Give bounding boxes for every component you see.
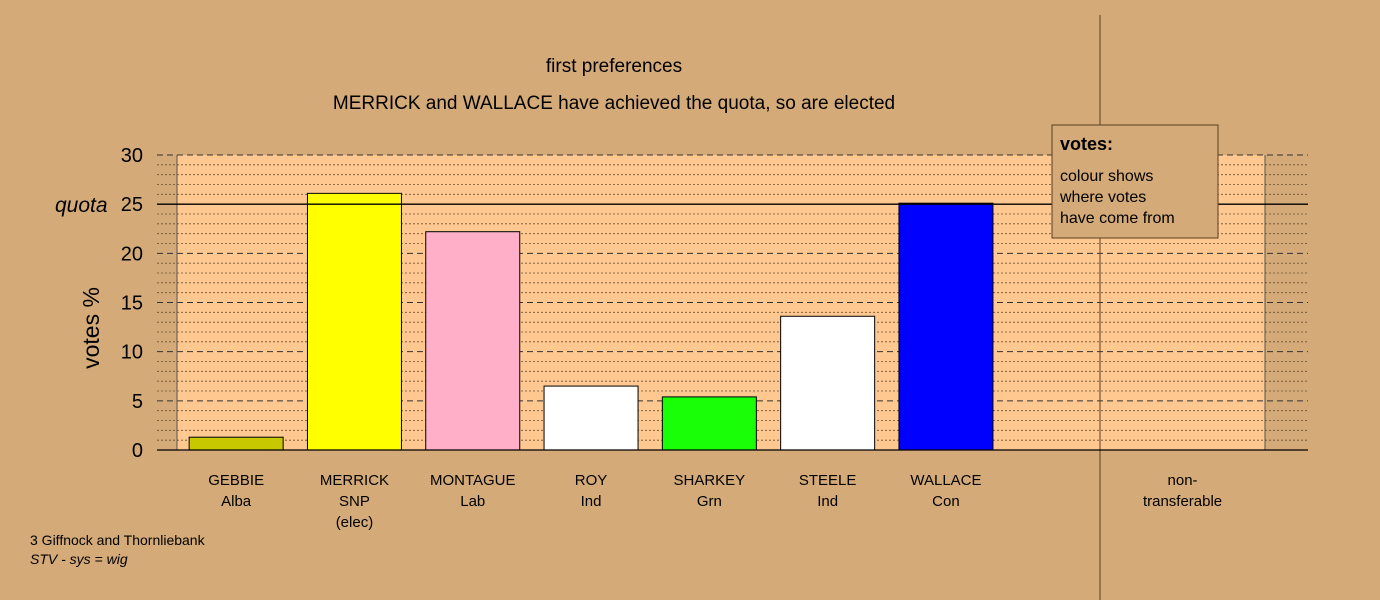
x-tick-label: SNP (339, 493, 370, 510)
footer-system: STV - sys = wig (30, 551, 128, 567)
chart-subtitle: MERRICK and WALLACE have achieved the qu… (333, 93, 895, 114)
x-tick-label: WALLACE (910, 472, 981, 489)
legend-box: votes: colour shows where votes have com… (1051, 124, 1219, 239)
legend-title: votes: (1060, 134, 1113, 154)
bar-gebbie (188, 436, 284, 451)
legend-line: colour shows (1060, 168, 1153, 185)
x-tick-label: Lab (460, 493, 485, 510)
y-tick-label: 20 (121, 243, 143, 265)
x-tick-label: non- (1168, 472, 1198, 489)
chart-title: first preferences (546, 56, 682, 77)
quota-label: quota (55, 194, 108, 217)
x-tick-label: SHARKEY (673, 472, 745, 489)
y-axis-ticks: 0 5 10 15 20 25 30 (121, 145, 143, 462)
y-axis-label: votes % (78, 287, 104, 369)
y-tick-label: 30 (121, 145, 143, 167)
y-tick-label: 15 (121, 293, 143, 315)
legend-line: where votes (1059, 189, 1146, 206)
x-tick-label: transferable (1143, 493, 1222, 510)
bar-montague (425, 231, 521, 451)
bar-sharkey (661, 396, 757, 451)
x-tick-label: Ind (581, 493, 602, 510)
footer-ward: 3 Giffnock and Thornliebank (30, 532, 206, 548)
legend-line: have come from (1060, 210, 1175, 227)
bar-wallace (898, 202, 994, 451)
x-tick-label: (elec) (336, 514, 374, 531)
x-tick-label: ROY (575, 472, 608, 489)
bars (188, 192, 994, 451)
x-tick-label: STEELE (799, 472, 857, 489)
x-tick-label: Ind (817, 493, 838, 510)
bar-merrick (306, 192, 402, 451)
x-tick-label: Alba (221, 493, 252, 510)
y-tick-label: 10 (121, 342, 143, 364)
bar-roy (543, 385, 639, 451)
y-tick-label: 25 (121, 194, 143, 216)
x-axis-labels: GEBBIE Alba MERRICK SNP (elec) MONTAGUE Lab ROY… (208, 472, 1222, 531)
x-tick-label: MONTAGUE (430, 472, 516, 489)
y-tick-label: 0 (132, 440, 143, 462)
x-tick-label: Grn (697, 493, 722, 510)
x-tick-label: MERRICK (320, 472, 389, 489)
x-tick-label: GEBBIE (208, 472, 264, 489)
y-tick-label: 5 (132, 391, 143, 413)
x-tick-label: Con (932, 493, 960, 510)
bar-steele (780, 315, 876, 451)
